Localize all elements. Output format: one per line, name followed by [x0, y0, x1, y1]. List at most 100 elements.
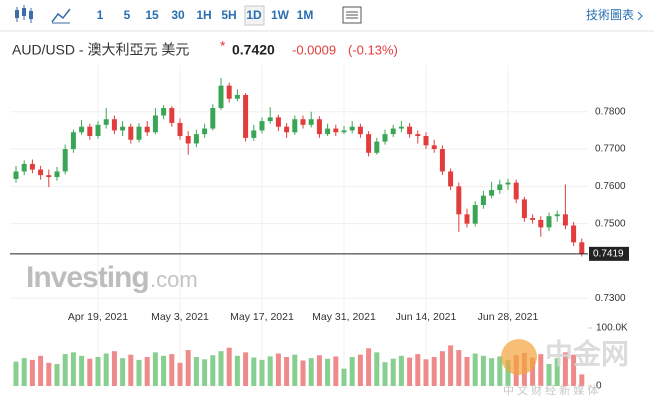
price-change-pct: (-0.13%) — [348, 42, 398, 57]
watermark-slogan: 中 文 财 经 新 媒 体 — [503, 383, 598, 397]
interval-button[interactable]: 1M — [297, 8, 314, 22]
volume-bar — [448, 345, 454, 386]
tech-chart-link[interactable]: 技術圖表 — [586, 8, 634, 22]
pair-name: AUD/USD - 澳大利亞元 美元 — [12, 42, 189, 58]
candle-body — [546, 216, 552, 228]
candle-body — [349, 126, 355, 131]
volume-bar — [497, 356, 503, 386]
volume-bar — [366, 348, 372, 386]
candle-body — [128, 126, 134, 140]
candle-body — [136, 126, 142, 140]
candle-body — [284, 126, 290, 133]
candle-body — [259, 121, 265, 131]
candle-body — [382, 134, 388, 142]
volume-bar — [292, 354, 298, 386]
watermark-brand: Investing — [26, 261, 149, 294]
candle-body — [333, 128, 339, 133]
volume-tick-label: 0 — [596, 381, 602, 392]
last-price-label: 0.7419 — [593, 248, 624, 259]
volume-bar — [128, 354, 134, 386]
volume-bar — [136, 359, 142, 386]
area-icon[interactable] — [51, 8, 71, 23]
last-price-tag — [589, 246, 629, 261]
volume-tick-label: 100.0K — [596, 323, 628, 334]
interval-button[interactable]: 1W — [271, 8, 290, 22]
delay-star: * — [220, 38, 226, 54]
volume-bar — [193, 357, 199, 386]
candle-body — [300, 119, 306, 125]
price-change: -0.0009 — [292, 42, 336, 57]
interval-button[interactable]: 1 — [97, 8, 104, 22]
volume-bar — [530, 357, 536, 386]
candle-body — [571, 225, 577, 243]
volume-bar — [95, 357, 101, 386]
volume-bar — [267, 356, 273, 386]
candle-body — [54, 171, 60, 178]
candle-body — [423, 136, 429, 146]
candle-body — [292, 119, 298, 133]
table-icon[interactable] — [342, 6, 362, 24]
candle-body — [505, 182, 511, 185]
candle-body — [267, 117, 273, 122]
candle-body — [62, 149, 68, 172]
candle-body — [13, 171, 19, 179]
volume-bar — [554, 358, 560, 386]
selected-interval-box — [244, 5, 265, 26]
candle-body — [169, 108, 175, 123]
volume-bar — [243, 352, 249, 386]
volume-bar — [480, 355, 486, 386]
candle-body — [177, 122, 183, 137]
candle-body — [431, 145, 437, 150]
candle-body — [439, 149, 445, 172]
candle-body — [111, 119, 117, 131]
volume-bar — [489, 358, 495, 386]
volume-bar — [472, 353, 478, 386]
volume-bar — [538, 354, 544, 386]
volume-bar — [562, 352, 568, 386]
volume-bar — [398, 355, 404, 386]
volume-bar — [275, 353, 281, 386]
candle-icon[interactable] — [15, 5, 33, 23]
candle-body — [398, 126, 404, 129]
candle-body — [562, 214, 568, 226]
candle-body — [521, 199, 527, 219]
volume-bar — [579, 374, 585, 386]
volume-bar — [62, 354, 68, 386]
candle-body — [308, 119, 314, 125]
volume-bar — [259, 359, 265, 386]
interval-button[interactable]: 1H — [196, 8, 211, 22]
last-price: 0.7420 — [232, 42, 275, 58]
y-tick-label: 0.7500 — [595, 218, 626, 229]
volume-bar — [38, 355, 44, 386]
y-tick-label: 0.7800 — [595, 106, 626, 117]
candle-body — [243, 94, 249, 138]
interval-button[interactable]: 15 — [145, 8, 159, 22]
volume-bar — [464, 357, 470, 386]
volume-bar — [46, 362, 52, 386]
candle-body — [472, 205, 478, 224]
candle-body — [415, 134, 421, 137]
volume-bar — [177, 362, 183, 386]
volume-bar — [349, 357, 355, 386]
volume-bar — [374, 352, 380, 386]
volume-bar — [439, 351, 445, 386]
interval-button[interactable]: 30 — [171, 8, 185, 22]
candle-body — [448, 171, 454, 187]
candle-body — [202, 128, 208, 135]
volume-bar — [185, 350, 191, 386]
x-tick-label: Apr 19, 2021 — [68, 311, 128, 323]
volume-bar — [202, 359, 208, 386]
candle-body — [357, 126, 363, 135]
candle-body — [538, 219, 544, 228]
interval-button[interactable]: 5H — [221, 8, 236, 22]
candle-body — [79, 126, 85, 133]
interval-button[interactable]: 1D — [246, 8, 262, 22]
interval-button[interactable]: 5 — [124, 8, 131, 22]
candle-body — [144, 126, 150, 133]
candle-body — [193, 134, 199, 144]
volume-bar — [111, 351, 117, 386]
arrow-icon[interactable] — [637, 11, 643, 21]
candle-body — [366, 134, 372, 153]
candle-body — [325, 128, 331, 135]
